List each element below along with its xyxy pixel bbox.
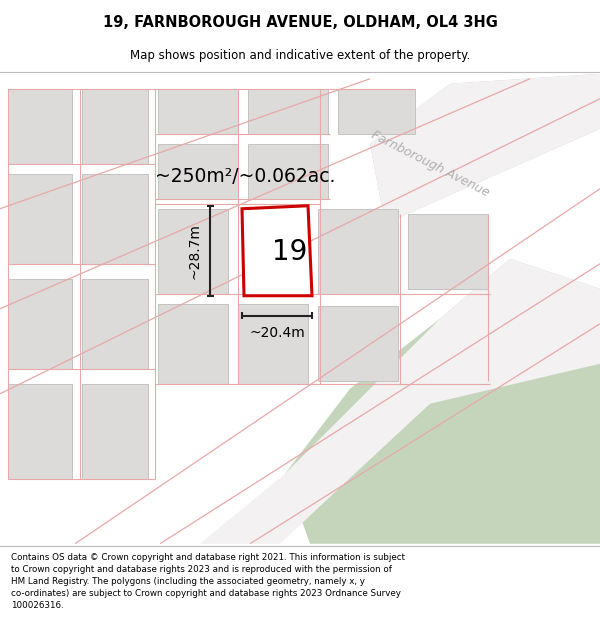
- Text: ~250m²/~0.062ac.: ~250m²/~0.062ac.: [155, 167, 335, 186]
- Text: ~20.4m: ~20.4m: [249, 326, 305, 340]
- Polygon shape: [158, 304, 228, 384]
- Polygon shape: [370, 74, 600, 224]
- Polygon shape: [8, 174, 72, 264]
- Text: 19: 19: [272, 238, 308, 266]
- Polygon shape: [338, 89, 415, 134]
- Polygon shape: [158, 209, 228, 294]
- Text: 19, FARNBOROUGH AVENUE, OLDHAM, OL4 3HG: 19, FARNBOROUGH AVENUE, OLDHAM, OL4 3HG: [103, 14, 497, 29]
- Text: Map shows position and indicative extent of the property.: Map shows position and indicative extent…: [130, 49, 470, 62]
- Polygon shape: [8, 89, 72, 164]
- Polygon shape: [242, 206, 312, 296]
- Polygon shape: [82, 384, 148, 479]
- Polygon shape: [318, 209, 398, 294]
- Polygon shape: [200, 259, 600, 544]
- Polygon shape: [238, 304, 308, 384]
- Polygon shape: [8, 279, 72, 369]
- Polygon shape: [158, 144, 238, 199]
- Polygon shape: [408, 214, 488, 289]
- Polygon shape: [82, 89, 148, 164]
- Polygon shape: [248, 89, 328, 134]
- Text: ~28.7m: ~28.7m: [188, 223, 202, 279]
- Polygon shape: [158, 89, 238, 134]
- Polygon shape: [82, 279, 148, 369]
- Text: Contains OS data © Crown copyright and database right 2021. This information is : Contains OS data © Crown copyright and d…: [11, 554, 405, 610]
- Text: Farnborough Avenue: Farnborough Avenue: [369, 128, 491, 199]
- Polygon shape: [248, 144, 328, 199]
- Polygon shape: [285, 259, 600, 544]
- Polygon shape: [370, 74, 600, 224]
- Polygon shape: [82, 174, 148, 264]
- Polygon shape: [8, 384, 72, 479]
- Polygon shape: [318, 306, 398, 381]
